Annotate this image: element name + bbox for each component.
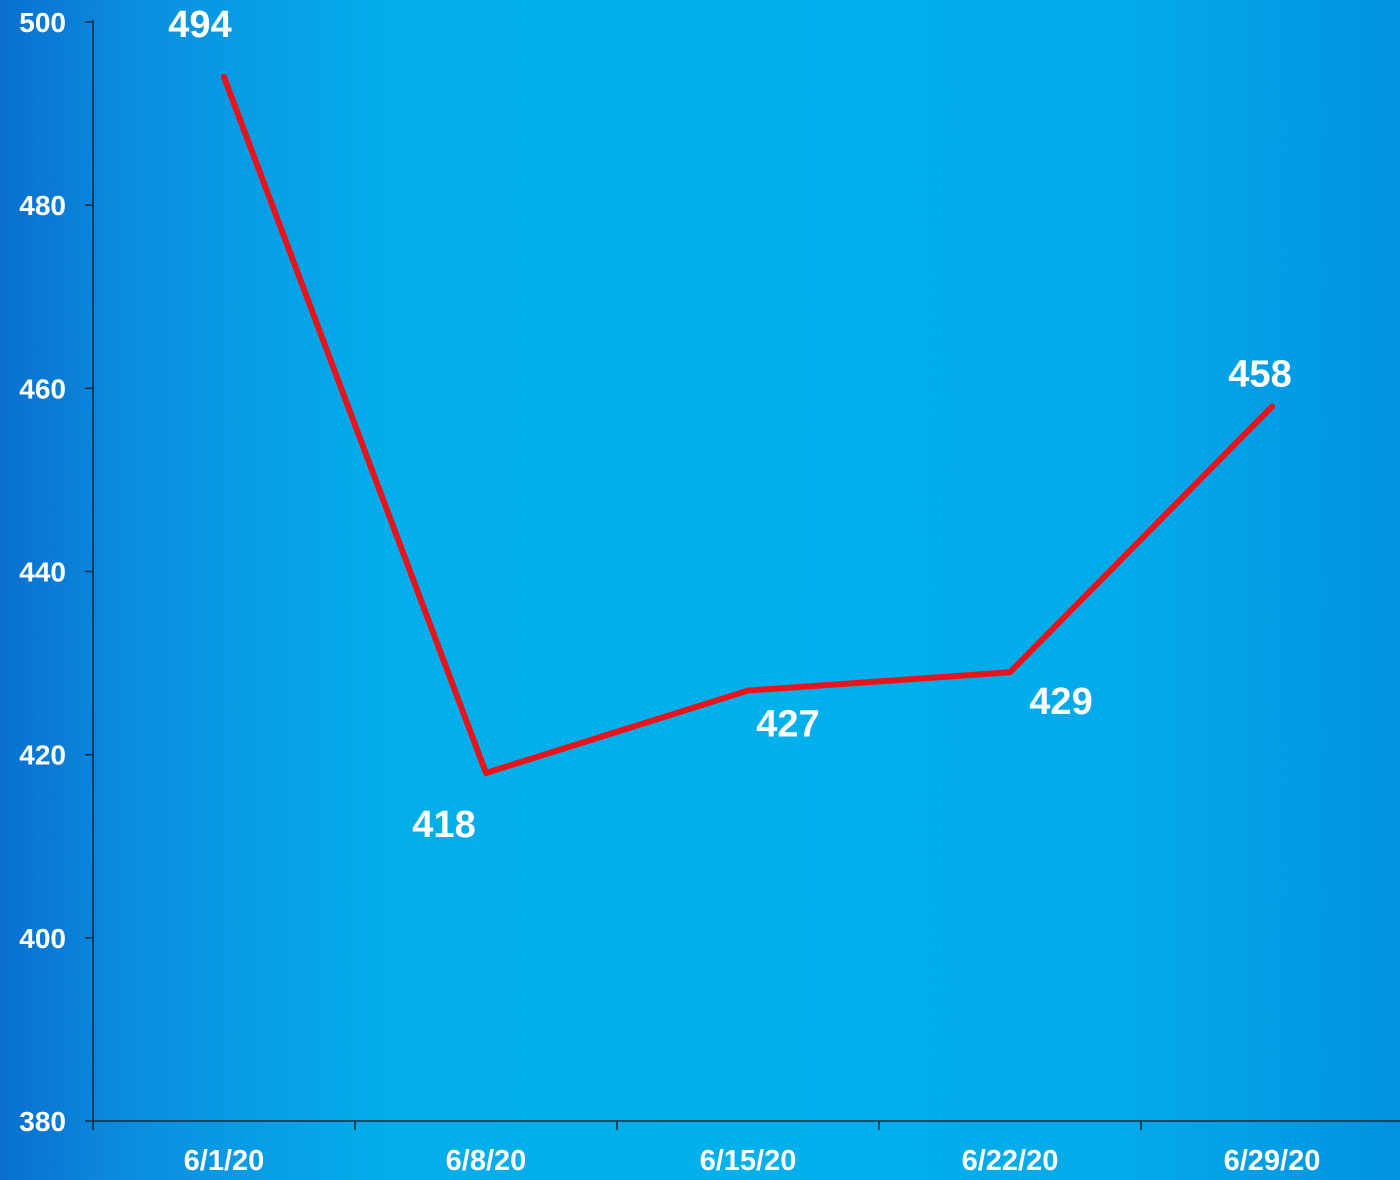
x-tick-label: 6/15/20: [700, 1145, 797, 1175]
y-tick-label: 500: [19, 7, 66, 38]
y-tick-label: 400: [19, 923, 66, 954]
x-tick-label: 6/29/20: [1224, 1145, 1321, 1175]
y-tick-label: 420: [19, 740, 66, 771]
data-point: [221, 73, 227, 80]
data-point: [1007, 669, 1013, 676]
data-label: 429: [1029, 681, 1092, 723]
data-label: 458: [1228, 354, 1291, 396]
series-line: [221, 73, 1275, 776]
data-point: [745, 687, 751, 694]
y-tick-label: 440: [19, 557, 66, 588]
data-label: 418: [412, 804, 475, 846]
data-label: 494: [168, 4, 231, 46]
series-layer: [221, 73, 1275, 776]
y-axis-ticks: 380 400 420 440 460 480 500: [19, 7, 93, 1137]
x-tick-label: 6/8/20: [446, 1145, 527, 1175]
data-labels: 494 418 427 429 458: [168, 4, 1291, 846]
data-point: [1269, 403, 1275, 410]
x-tick-label: 6/22/20: [962, 1145, 1059, 1175]
y-tick-label: 380: [19, 1106, 66, 1137]
data-label: 427: [756, 704, 819, 746]
x-axis-ticks: 6/1/20 6/8/20 6/15/20 6/22/20 6/29/20: [92, 1121, 1321, 1177]
y-tick-label: 460: [19, 373, 66, 404]
data-point: [483, 769, 489, 776]
y-tick-label: 480: [19, 190, 66, 221]
x-tick-label: 6/1/20: [184, 1145, 265, 1175]
axes: [92, 20, 1400, 1122]
